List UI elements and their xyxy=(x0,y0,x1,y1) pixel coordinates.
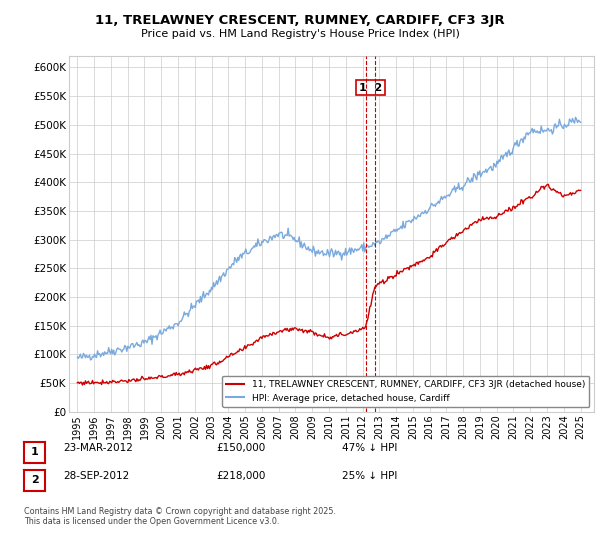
Text: 2: 2 xyxy=(31,475,38,486)
Text: 11, TRELAWNEY CRESCENT, RUMNEY, CARDIFF, CF3 3JR: 11, TRELAWNEY CRESCENT, RUMNEY, CARDIFF,… xyxy=(95,14,505,27)
Text: 23-MAR-2012: 23-MAR-2012 xyxy=(63,443,133,453)
Text: 25% ↓ HPI: 25% ↓ HPI xyxy=(342,471,397,481)
Text: Price paid vs. HM Land Registry's House Price Index (HPI): Price paid vs. HM Land Registry's House … xyxy=(140,29,460,39)
Legend: 11, TRELAWNEY CRESCENT, RUMNEY, CARDIFF, CF3 3JR (detached house), HPI: Average : 11, TRELAWNEY CRESCENT, RUMNEY, CARDIFF,… xyxy=(222,376,589,407)
Text: 47% ↓ HPI: 47% ↓ HPI xyxy=(342,443,397,453)
Text: Contains HM Land Registry data © Crown copyright and database right 2025.
This d: Contains HM Land Registry data © Crown c… xyxy=(24,507,336,526)
Text: 1  2: 1 2 xyxy=(359,82,382,92)
Text: 28-SEP-2012: 28-SEP-2012 xyxy=(63,471,129,481)
Text: 1: 1 xyxy=(31,447,38,458)
Text: £150,000: £150,000 xyxy=(216,443,265,453)
Text: £218,000: £218,000 xyxy=(216,471,265,481)
